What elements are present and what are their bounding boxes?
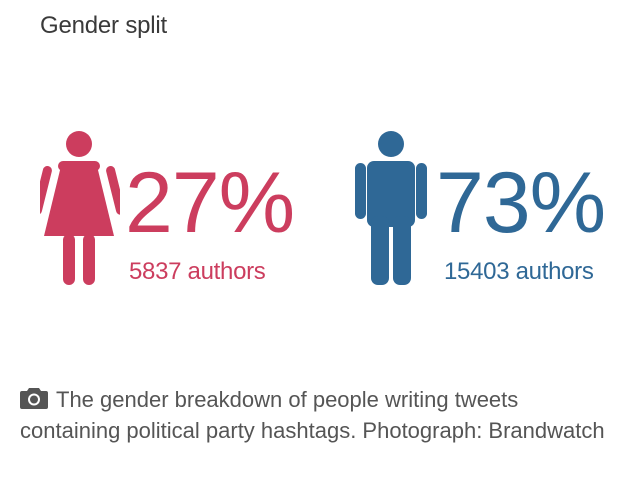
chart-title: Gender split <box>40 12 167 39</box>
female-percent: 27% <box>125 155 295 251</box>
figure-caption: The gender breakdown of people writing t… <box>20 384 620 446</box>
male-percent: 73% <box>436 155 606 251</box>
female-count: 5837 authors <box>129 258 266 285</box>
male-figure-icon <box>355 131 427 285</box>
camera-icon <box>20 388 48 409</box>
caption-text: The gender breakdown of people writing t… <box>20 387 605 443</box>
female-figure-icon <box>40 131 120 285</box>
male-count: 15403 authors <box>444 258 594 285</box>
